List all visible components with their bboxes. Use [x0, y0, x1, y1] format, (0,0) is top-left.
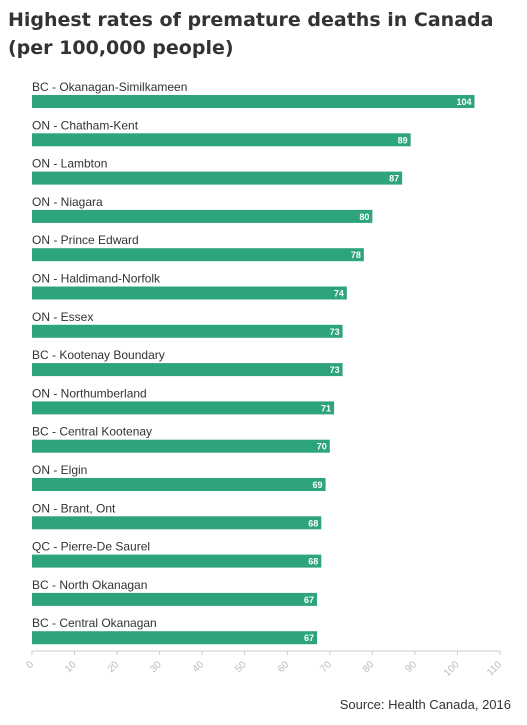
x-tick-label: 70: [318, 659, 334, 675]
bar-value-label: 78: [351, 250, 361, 260]
bar-value-label: 70: [317, 442, 327, 452]
bar: [32, 516, 322, 530]
bar-value-label: 69: [313, 480, 323, 490]
bars-layer: BC - Okanagan-Similkameen 104 ON - Chatham…: [32, 80, 475, 645]
category-label: ON - Lambton: [32, 157, 107, 171]
x-tick-label: 30: [148, 659, 164, 675]
x-tick-label: 40: [191, 659, 207, 675]
x-axis: 0 10 20 30 40 50 60 70 80 90 100 110: [24, 650, 504, 679]
x-tick-label: 90: [403, 659, 419, 675]
bar: [32, 554, 322, 568]
bar: [32, 95, 475, 108]
category-label: ON - Brant, Ont: [32, 501, 116, 515]
bar: [32, 171, 403, 185]
category-label: BC - North Okanagan: [32, 578, 147, 592]
category-label: ON - Essex: [32, 310, 93, 324]
category-label: ON - Northumberland: [32, 386, 147, 400]
bar-value-label: 89: [398, 135, 408, 145]
bar: [32, 133, 411, 147]
bar: [32, 401, 335, 415]
category-label: QC - Pierre-De Saurel: [32, 540, 150, 554]
bar: [32, 478, 326, 491]
category-label: ON - Elgin: [32, 463, 87, 477]
bar-value-label: 87: [389, 174, 399, 184]
bar-value-label: 67: [304, 595, 314, 605]
x-tick-label: 80: [361, 659, 377, 675]
chart-title: Highest rates of premature deaths in Can…: [8, 9, 494, 59]
category-label: ON - Chatham-Kent: [32, 118, 139, 132]
bar: [32, 286, 347, 300]
bar: [32, 439, 330, 453]
bar-value-label: 80: [359, 212, 369, 222]
category-label: BC - Kootenay Boundary: [32, 348, 165, 362]
x-tick-label: 20: [106, 659, 122, 675]
bar: [32, 209, 373, 223]
category-label: BC - Central Kootenay: [32, 425, 152, 439]
bar-value-label: 104: [456, 97, 471, 107]
bar-value-label: 68: [308, 518, 318, 528]
source-note: Source: Health Canada, 2016: [339, 697, 511, 712]
bar-value-label: 67: [304, 633, 314, 643]
bar: [32, 324, 343, 338]
x-tick-label: 10: [63, 659, 79, 675]
bar-value-label: 73: [330, 365, 340, 375]
x-tick-label: 100: [442, 659, 462, 679]
x-tick-label: 60: [276, 659, 292, 675]
bar: [32, 248, 364, 262]
category-label: ON - Haldimand-Norfolk: [32, 272, 161, 286]
bar: [32, 631, 318, 645]
bar-value-label: 71: [321, 403, 331, 413]
category-label: ON - Prince Edward: [32, 233, 139, 247]
bar: [32, 363, 343, 377]
category-label: ON - Niagara: [32, 195, 103, 209]
bar-value-label: 74: [334, 289, 344, 299]
bar-value-label: 68: [308, 557, 318, 567]
x-tick-label: 0: [24, 659, 36, 671]
x-tick-label: 110: [485, 659, 504, 678]
category-label: BC - Central Okanagan: [32, 616, 157, 630]
bar-value-label: 73: [330, 327, 340, 337]
category-label: BC - Okanagan-Similkameen: [32, 80, 187, 94]
bar: [32, 592, 318, 606]
x-tick-label: 50: [233, 659, 249, 675]
